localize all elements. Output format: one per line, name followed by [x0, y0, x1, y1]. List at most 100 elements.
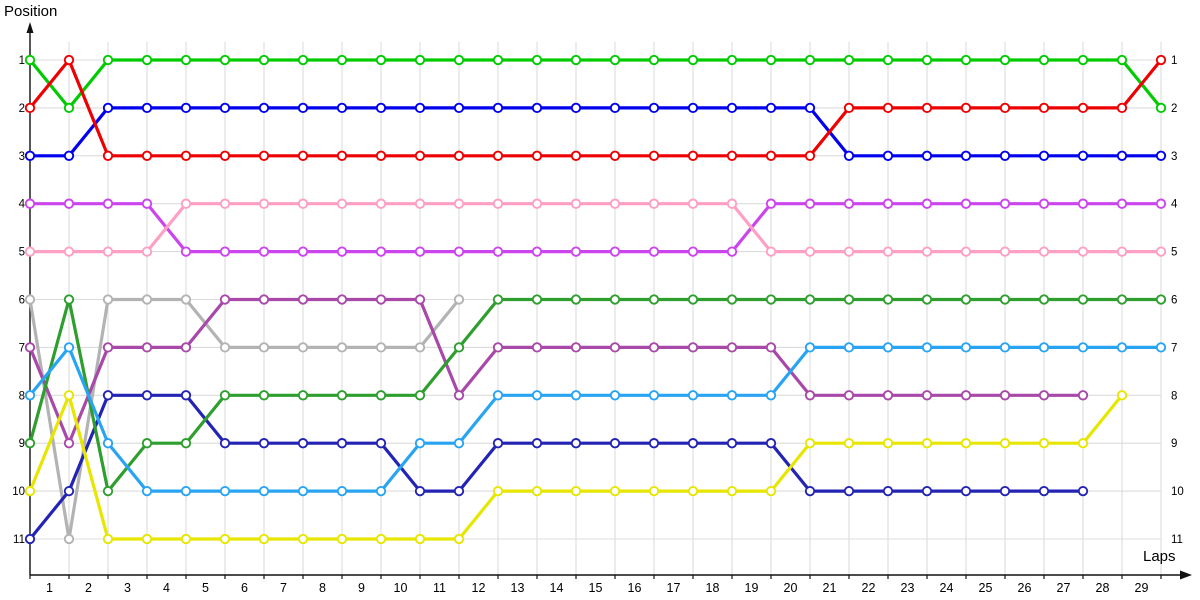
series-purple-marker: [726, 342, 738, 353]
series-violet-marker: [648, 246, 660, 257]
series-blue-marker: [804, 102, 816, 114]
series-pink-marker: [453, 198, 465, 209]
series-navy-marker: [102, 390, 114, 401]
series-violet-marker: [765, 198, 777, 209]
series-red-marker: [375, 150, 387, 161]
series-blue-marker: [726, 102, 738, 114]
series-yellow-marker: [531, 485, 543, 497]
series-dark-green-marker: [453, 342, 465, 353]
series-green-marker: [999, 54, 1011, 66]
series-dark-green-marker: [1155, 294, 1167, 305]
series-blue-marker: [375, 102, 387, 114]
series-red-marker: [102, 150, 114, 161]
series-violet-marker: [687, 246, 699, 257]
series-blue-marker: [882, 150, 894, 161]
series-red: [24, 54, 1167, 161]
series-gray-marker: [219, 342, 231, 353]
y-tick-label-left: 2: [19, 103, 25, 115]
series-navy-marker: [1038, 485, 1050, 497]
series-blue-marker: [1038, 150, 1050, 161]
series-green-marker: [336, 54, 348, 66]
series-purple-marker: [102, 342, 114, 353]
series-sky-blue-marker: [336, 485, 348, 497]
series-red-marker: [63, 54, 75, 66]
series-purple-marker: [843, 390, 855, 401]
series-purple-marker: [24, 342, 36, 353]
series-pink-marker: [336, 198, 348, 209]
series-red-marker: [609, 150, 621, 161]
series-navy-marker: [24, 533, 36, 545]
series-green-marker: [882, 54, 894, 66]
series-green: [24, 54, 1167, 114]
series-pink-marker: [414, 198, 426, 209]
series-pink-marker: [687, 198, 699, 209]
x-tick-label: 13: [511, 581, 525, 595]
series-navy-marker: [843, 485, 855, 497]
series-dark-green-marker: [63, 294, 75, 305]
series-yellow-marker: [648, 485, 660, 497]
series-green-marker: [843, 54, 855, 66]
series-red-marker: [453, 150, 465, 161]
series-blue-marker: [687, 102, 699, 114]
series-yellow-marker: [375, 533, 387, 545]
x-tick-label: 11: [433, 581, 446, 595]
series-violet-marker: [921, 198, 933, 209]
series-navy-marker: [804, 485, 816, 497]
series-yellow-marker: [141, 533, 153, 545]
series-dark-green-marker: [882, 294, 894, 305]
x-tick-label: 9: [358, 581, 365, 595]
series-blue: [24, 102, 1167, 161]
series-blue-marker: [999, 150, 1011, 161]
series-red-marker: [336, 150, 348, 161]
series-purple-marker: [882, 390, 894, 401]
series-pink-marker: [492, 198, 504, 209]
series-red-marker: [414, 150, 426, 161]
series-navy-marker: [960, 485, 972, 497]
series-green-marker: [24, 54, 36, 66]
series-sky-blue-marker: [999, 342, 1011, 353]
series-pink-marker: [804, 246, 816, 257]
series-green-marker: [726, 54, 738, 66]
series-green-marker: [570, 54, 582, 66]
series-gray-marker: [63, 533, 75, 545]
series-dark-green-marker: [999, 294, 1011, 305]
series-green-marker: [1077, 54, 1089, 66]
y-tick-label-left: 5: [19, 247, 25, 259]
series-dark-green-marker: [219, 390, 231, 401]
series-yellow-marker: [414, 533, 426, 545]
series-purple-line: [28, 297, 1083, 445]
y-tick-label-left: 3: [19, 151, 25, 163]
series-sky-blue-marker: [687, 390, 699, 401]
series-sky-blue-marker: [1038, 342, 1050, 353]
series-navy-marker: [765, 438, 777, 449]
series-blue-marker: [531, 102, 543, 114]
series-purple-marker: [531, 342, 543, 353]
y-tick-label-right: 1: [1171, 55, 1177, 67]
series-sky-blue-marker: [960, 342, 972, 353]
series-dark-green-marker: [921, 294, 933, 305]
series-blue-marker: [24, 150, 36, 161]
series-violet-marker: [1038, 198, 1050, 209]
series-sky-blue-marker: [648, 390, 660, 401]
series-purple-marker: [960, 390, 972, 401]
series-violet-marker: [882, 198, 894, 209]
series-violet-marker: [180, 246, 192, 257]
series-dark-green-marker: [102, 485, 114, 497]
x-tick-label: 17: [667, 581, 681, 595]
y-tick-label-left: 8: [19, 390, 25, 402]
series-yellow-marker: [180, 533, 192, 545]
series-navy-marker: [258, 438, 270, 449]
series-green-marker: [1155, 102, 1167, 114]
y-tick-label-left: 7: [19, 342, 25, 354]
series-violet-marker: [297, 246, 309, 257]
y-tick-label-left: 9: [19, 438, 25, 450]
y-tick-label-right: 2: [1171, 103, 1177, 115]
series-blue-marker: [765, 102, 777, 114]
series-navy-marker: [1077, 485, 1089, 497]
series-yellow-marker: [609, 485, 621, 497]
series-violet-marker: [960, 198, 972, 209]
series-navy-marker: [219, 438, 231, 449]
series-purple-marker: [1038, 390, 1050, 401]
series-dark-green-marker: [1077, 294, 1089, 305]
series-red-marker: [765, 150, 777, 161]
